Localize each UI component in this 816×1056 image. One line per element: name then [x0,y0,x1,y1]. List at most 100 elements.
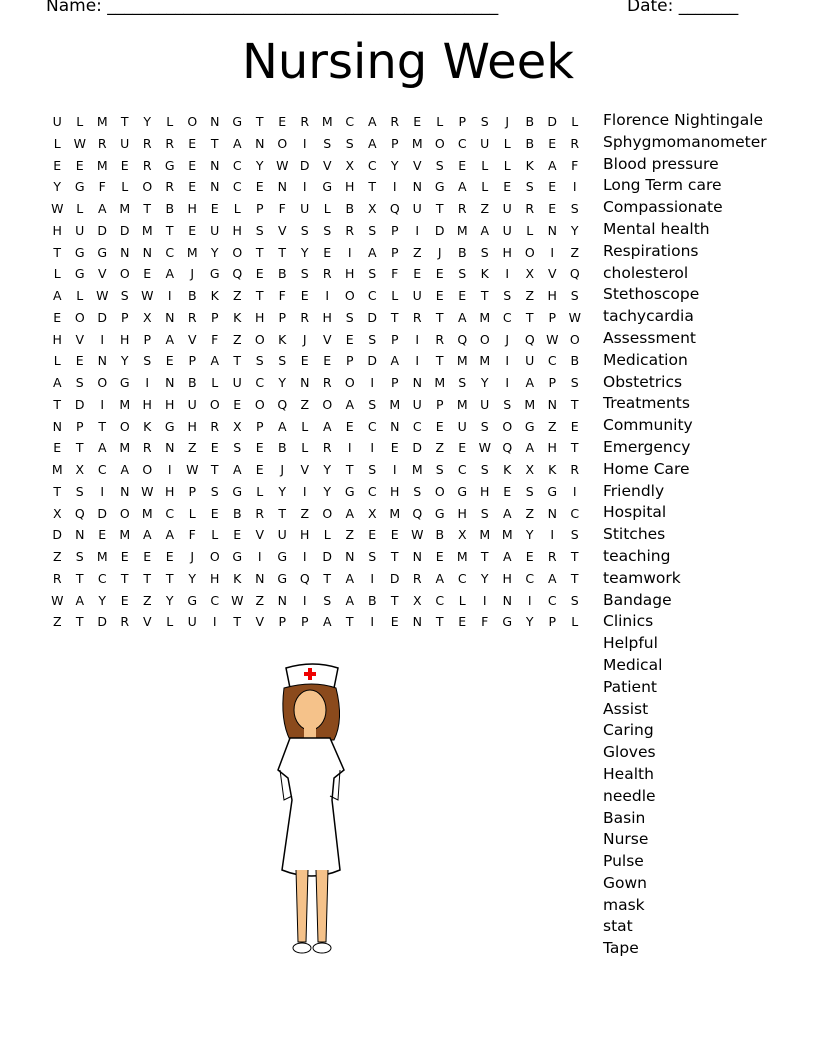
grid-letter: M [389,396,401,412]
grid-letter: Y [480,570,489,586]
grid-letter: E [255,440,264,456]
grid-letter: X [345,157,355,173]
grid-letter: D [97,222,108,238]
grid-letter: L [323,201,331,216]
grid-letter: F [211,331,219,347]
grid-letter: O [97,375,108,390]
grid-letter: X [367,201,377,216]
grid-letter: Y [98,592,107,608]
grid-letter: B [345,201,355,216]
grid-letter: I [145,375,150,390]
grid-letter: E [435,266,444,282]
grid-letter: S [480,418,489,434]
grid-letter: T [255,244,264,260]
grid-letter: E [548,135,557,151]
grid-letter: E [323,244,332,260]
grid-letter: I [572,179,577,195]
grid-letter: R [570,462,580,477]
grid-letter: C [367,157,377,173]
word-list-item: teaching [603,546,671,565]
grid-letter: O [502,418,513,434]
grid-letter: N [412,179,422,195]
grid-letter: G [209,266,220,282]
grid-letter: M [96,114,108,129]
grid-letter: B [570,353,580,369]
grid-letter: W [73,135,86,151]
grid-letter: N [547,222,557,238]
grid-letter: L [458,592,466,608]
grid-letter: U [502,222,512,238]
grid-letter: H [142,396,152,412]
grid-letter: E [368,527,377,543]
grid-letter: I [370,375,375,390]
grid-letter: D [412,440,423,456]
grid-letter: P [390,135,399,151]
grid-letter: I [415,222,420,238]
grid-letter: M [119,527,131,543]
grid-letter: O [434,135,445,151]
grid-letter: S [368,396,377,412]
grid-letter: C [345,114,355,129]
grid-letter: L [53,353,61,369]
date-field[interactable]: Date: _______ [627,0,739,16]
grid-letter: H [52,331,62,347]
grid-letter: Q [457,331,468,347]
grid-letter: P [458,114,467,129]
grid-letter: A [525,375,535,390]
word-list-item: needle [603,786,656,805]
grid-letter: X [75,462,85,477]
grid-letter: E [75,157,84,173]
grid-letter: V [300,462,310,477]
grid-letter: R [120,614,130,630]
grid-letter: A [457,309,467,325]
grid-letter: S [75,375,84,390]
grid-letter: S [570,592,579,608]
grid-letter: T [323,570,332,586]
word-list-item: Basin [603,808,646,827]
grid-letter: U [210,222,220,238]
grid-letter: C [232,179,242,195]
grid-letter: Z [435,440,445,456]
grid-letter: P [210,309,219,325]
grid-letter: C [547,353,557,369]
grid-letter: C [97,462,107,477]
grid-letter: T [75,440,84,456]
grid-letter: U [52,114,62,129]
grid-letter: A [480,222,490,238]
grid-letter: X [457,527,467,543]
grid-letter: N [97,353,107,369]
grid-letter: T [278,244,287,260]
grid-letter: J [505,331,510,347]
grid-letter: B [187,375,197,390]
grid-letter: L [76,201,84,216]
grid-letter: A [435,570,445,586]
grid-letter: U [187,614,197,630]
grid-letter: A [52,288,62,303]
grid-letter: C [367,418,377,434]
name-field[interactable]: Name: __________________________________… [46,0,499,16]
grid-letter: V [75,331,85,347]
grid-letter: T [570,570,579,586]
grid-letter: O [322,396,333,412]
word-list-item: Stitches [603,525,666,544]
grid-letter: S [345,135,354,151]
grid-letter: A [165,266,175,282]
grid-letter: J [190,549,195,564]
grid-letter: J [190,266,195,282]
word-list-item: Patient [603,677,657,696]
grid-letter: A [165,331,175,347]
grid-letter: J [437,244,442,260]
grid-letter: Y [53,179,62,195]
grid-letter: R [435,331,445,347]
word-list-item: Compassionate [603,198,723,217]
grid-letter: R [165,179,175,195]
grid-letter: R [142,135,152,151]
grid-letter: T [75,614,84,630]
grid-letter: M [51,462,63,477]
grid-letter: C [435,592,445,608]
grid-letter: R [255,505,265,521]
grid-letter: A [142,527,152,543]
grid-letter: S [413,483,422,499]
grid-letter: L [53,266,61,282]
grid-letter: M [119,201,131,216]
